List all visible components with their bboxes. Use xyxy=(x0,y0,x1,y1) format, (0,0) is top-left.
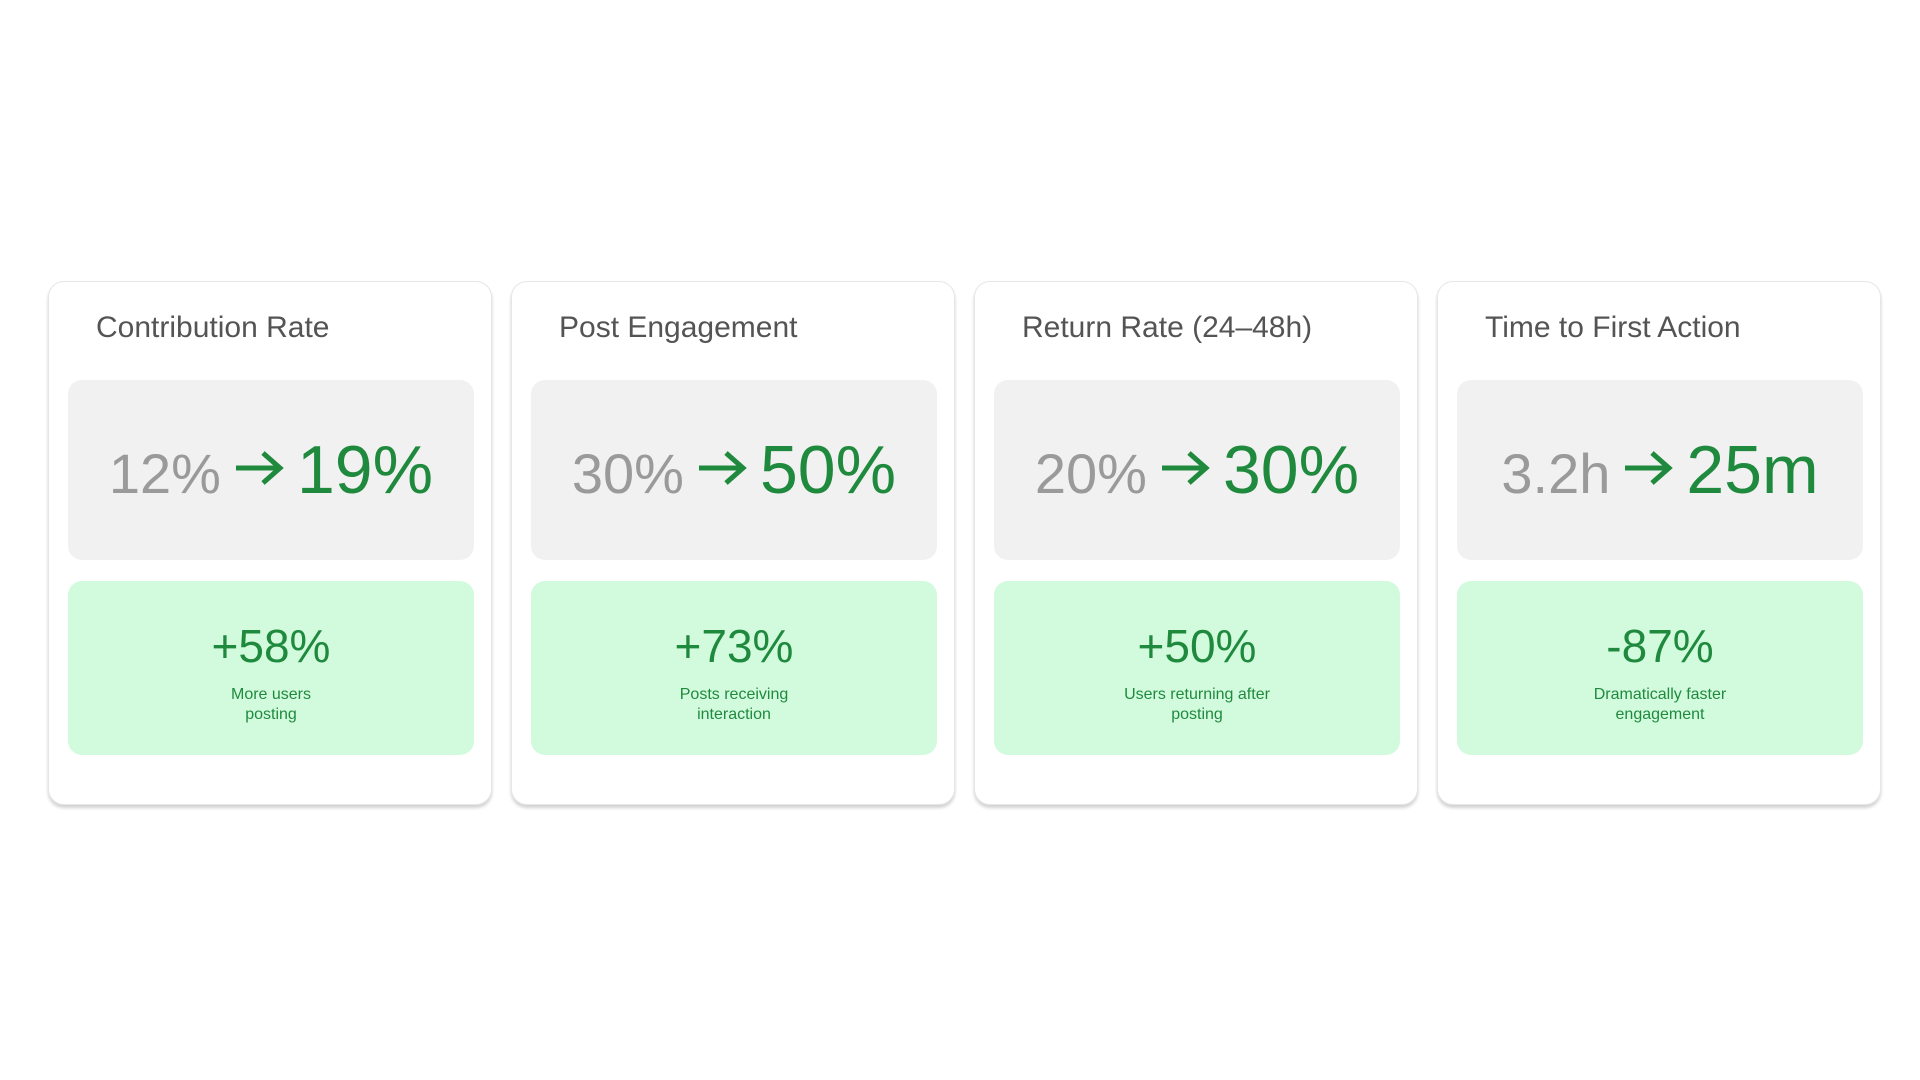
caption-line: posting xyxy=(1171,706,1223,723)
before-after-panel: 3.2h 25m xyxy=(1457,380,1863,560)
metric-card-time-to-first-action: Time to First Action 3.2h 25m -87% Drama… xyxy=(1437,281,1881,805)
before-value: 30% xyxy=(571,442,684,505)
before-after-panel: 20% 30% xyxy=(994,380,1400,560)
change-value: +58% xyxy=(211,620,331,672)
change-panel: +58% More users posting xyxy=(68,581,474,755)
before-after-panel: 30% 50% xyxy=(531,380,937,560)
arrow-right-icon xyxy=(1622,448,1674,493)
caption-line: posting xyxy=(245,706,297,723)
metric-card-contribution-rate: Contribution Rate 12% 19% +58% More user… xyxy=(48,281,492,805)
change-value: +50% xyxy=(1137,620,1257,672)
arrow-right-icon xyxy=(696,448,748,493)
after-value: 30% xyxy=(1222,432,1360,508)
change-caption: Users returning after posting xyxy=(994,685,1400,725)
card-title: Return Rate (24–48h) xyxy=(1022,311,1313,344)
change-caption: Dramatically faster engagement xyxy=(1457,685,1863,725)
change-panel: +73% Posts receiving interaction xyxy=(531,581,937,755)
metric-card-return-rate: Return Rate (24–48h) 20% 30% +50% Users … xyxy=(974,281,1418,805)
after-value: 50% xyxy=(759,432,897,508)
card-title: Time to First Action xyxy=(1485,311,1741,344)
metric-card-post-engagement: Post Engagement 30% 50% +73% Posts recei… xyxy=(511,281,955,805)
before-value: 20% xyxy=(1034,442,1147,505)
change-panel: +50% Users returning after posting xyxy=(994,581,1400,755)
caption-line: interaction xyxy=(697,706,771,723)
arrow-right-icon xyxy=(1159,448,1211,493)
change-panel: -87% Dramatically faster engagement xyxy=(1457,581,1863,755)
after-value: 19% xyxy=(296,432,434,508)
arrow-right-icon xyxy=(233,448,285,493)
change-value: +73% xyxy=(674,620,794,672)
card-title: Contribution Rate xyxy=(96,311,330,344)
before-value: 12% xyxy=(108,442,221,505)
caption-line: Users returning after xyxy=(1124,686,1270,703)
before-value: 3.2h xyxy=(1501,442,1611,505)
change-caption: More users posting xyxy=(68,685,474,725)
caption-line: Posts receiving xyxy=(679,686,789,703)
caption-line: More users xyxy=(230,686,312,703)
caption-line: Dramatically faster xyxy=(1593,686,1727,703)
change-caption: Posts receiving interaction xyxy=(531,685,937,725)
change-value: -87% xyxy=(1606,620,1714,672)
metrics-cards-row: Contribution Rate 12% 19% +58% More user… xyxy=(48,281,1882,805)
caption-line: engagement xyxy=(1615,706,1705,723)
before-after-panel: 12% 19% xyxy=(68,380,474,560)
after-value: 25m xyxy=(1686,432,1819,508)
card-title: Post Engagement xyxy=(559,311,798,344)
